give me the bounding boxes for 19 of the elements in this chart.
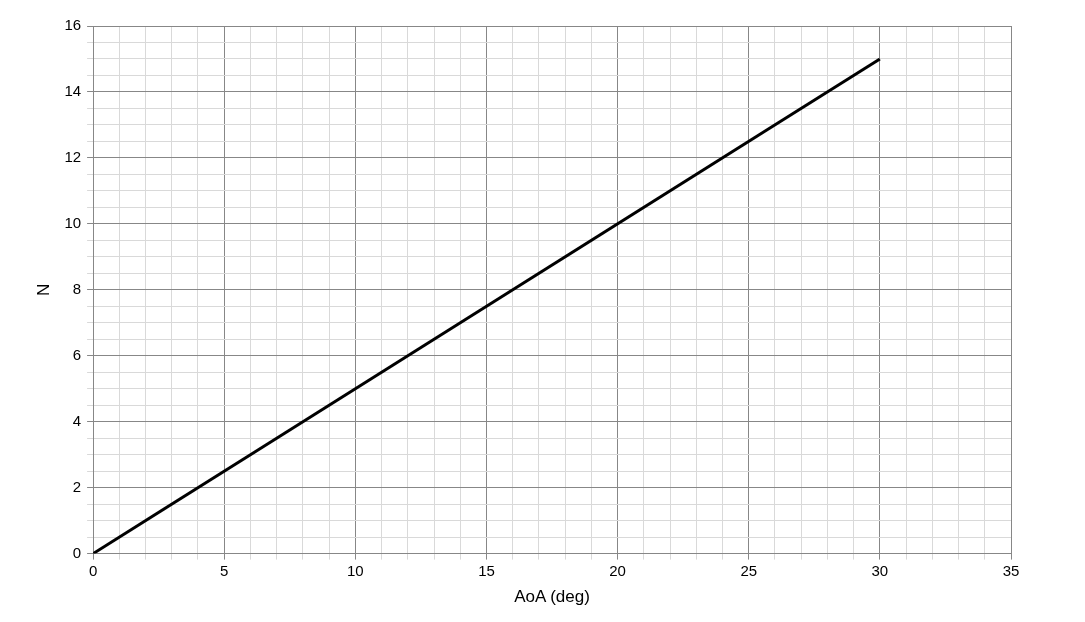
y-tick-label: 6 <box>72 345 82 363</box>
y-tick-label: 14 <box>64 82 82 100</box>
y-tick-label: 12 <box>64 148 82 166</box>
x-tick-label: 20 <box>609 561 626 579</box>
x-tick-label: 15 <box>478 561 495 579</box>
y-tick-label: 8 <box>72 279 82 297</box>
y-axis-title: N <box>33 283 53 296</box>
x-tick-label: 30 <box>871 561 889 579</box>
y-tick-label: 4 <box>72 411 82 429</box>
x-tick-label: 25 <box>740 561 758 579</box>
y-tick-label: 2 <box>72 477 82 495</box>
y-tick-label: 0 <box>72 543 82 561</box>
x-tick-label: 35 <box>1002 561 1020 579</box>
x-tick-label: 0 <box>88 561 98 579</box>
x-axis-title: AoA (deg) <box>514 587 590 607</box>
y-tick-label: 16 <box>64 16 82 34</box>
x-tick-label: 10 <box>347 561 364 579</box>
x-tick-label: 5 <box>220 561 229 579</box>
y-tick-label: 10 <box>64 213 82 231</box>
